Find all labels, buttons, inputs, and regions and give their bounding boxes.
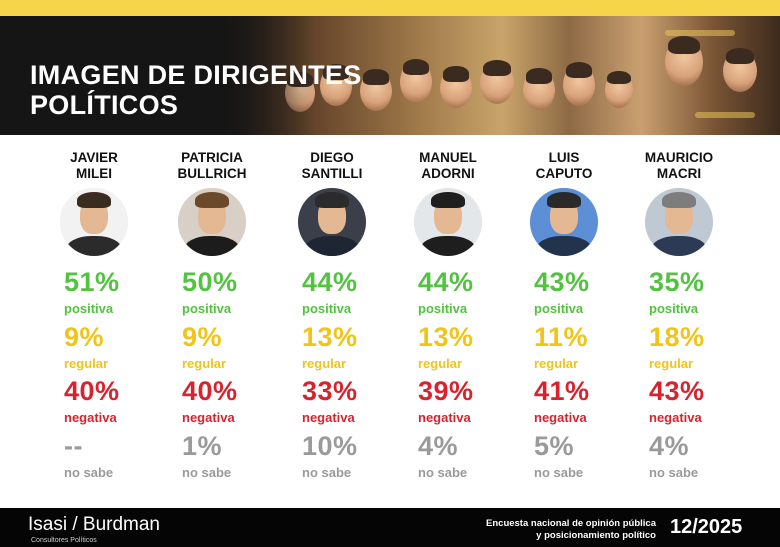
label-positiva: positiva xyxy=(302,301,352,316)
politician-photo xyxy=(645,188,713,256)
politician-name: MAURICIO MACRI xyxy=(644,150,714,181)
politician-photo xyxy=(60,188,128,256)
value-negativa: 40% xyxy=(64,376,120,406)
politician-photo xyxy=(530,188,598,256)
title-line-1: IMAGEN DE DIRIGENTES xyxy=(30,60,362,90)
value-negativa: 41% xyxy=(534,376,590,406)
label-negativa: negativa xyxy=(64,410,117,425)
value-positiva: 35% xyxy=(649,267,705,297)
brand-subtitle: Consultores Políticos xyxy=(31,537,97,544)
footer-bar: Isasi / Burdman Consultores Políticos En… xyxy=(0,508,780,547)
label-negativa: negativa xyxy=(182,410,235,425)
value-no-sabe: 4% xyxy=(649,431,690,461)
value-regular: 9% xyxy=(64,322,105,352)
value-no-sabe: 1% xyxy=(182,431,223,461)
politicians-collage-image xyxy=(225,16,780,135)
survey-description: Encuesta nacional de opinión pública y p… xyxy=(420,518,656,542)
survey-line-1: Encuesta nacional de opinión pública xyxy=(486,518,656,529)
politician-name: MANUEL ADORNI xyxy=(419,150,477,181)
header-banner: IMAGEN DE DIRIGENTES POLÍTICOS xyxy=(0,16,780,135)
value-positiva: 51% xyxy=(64,267,120,297)
value-no-sabe: 5% xyxy=(534,431,575,461)
top-accent-bar xyxy=(0,0,780,16)
politician-column: MAURICIO MACRI 35% positiva 18% regular 43% ne… xyxy=(629,150,729,480)
label-no-sabe: no sabe xyxy=(534,465,584,480)
label-positiva: positiva xyxy=(534,301,584,316)
label-positiva: positiva xyxy=(649,301,699,316)
politician-column: LUIS CAPUTO 43% positiva 11% regular 41% negat… xyxy=(514,150,614,480)
politician-column: DIEGO SANTILLI 44% positiva 13% regular 33% ne… xyxy=(282,150,382,480)
value-negativa: 40% xyxy=(182,376,238,406)
politician-name: LUIS CAPUTO xyxy=(535,150,593,181)
politician-photo xyxy=(298,188,366,256)
value-negativa: 43% xyxy=(649,376,705,406)
value-positiva: 44% xyxy=(418,267,474,297)
politician-name: PATRICIA BULLRICH xyxy=(177,150,247,181)
label-regular: regular xyxy=(64,356,109,371)
brand-logo-text: Isasi / Burdman xyxy=(28,514,160,535)
value-no-sabe: 4% xyxy=(418,431,459,461)
label-regular: regular xyxy=(418,356,463,371)
politician-photo xyxy=(414,188,482,256)
value-regular: 11% xyxy=(534,322,589,352)
politician-name: JAVIER MILEI xyxy=(70,150,118,181)
survey-line-2: y posicionamiento político xyxy=(536,530,656,541)
value-no-sabe: -- xyxy=(64,431,83,461)
label-no-sabe: no sabe xyxy=(182,465,232,480)
value-positiva: 43% xyxy=(534,267,590,297)
value-no-sabe: 10% xyxy=(302,431,358,461)
value-negativa: 39% xyxy=(418,376,474,406)
politician-column: MANUEL ADORNI 44% positiva 13% regular 39% neg… xyxy=(398,150,498,480)
value-positiva: 44% xyxy=(302,267,358,297)
politician-column: JAVIER MILEI 51% positiva 9% regular 40% negat… xyxy=(44,150,144,480)
label-positiva: positiva xyxy=(418,301,468,316)
value-regular: 18% xyxy=(649,322,705,352)
politician-photo xyxy=(178,188,246,256)
label-negativa: negativa xyxy=(418,410,471,425)
label-negativa: negativa xyxy=(302,410,355,425)
label-no-sabe: no sabe xyxy=(302,465,352,480)
label-negativa: negativa xyxy=(649,410,702,425)
label-no-sabe: no sabe xyxy=(649,465,699,480)
value-regular: 9% xyxy=(182,322,223,352)
title-line-2: POLÍTICOS xyxy=(30,90,179,120)
label-positiva: positiva xyxy=(182,301,232,316)
label-regular: regular xyxy=(534,356,579,371)
label-regular: regular xyxy=(649,356,694,371)
chart-title: IMAGEN DE DIRIGENTES POLÍTICOS xyxy=(30,60,450,120)
label-regular: regular xyxy=(182,356,227,371)
value-negativa: 33% xyxy=(302,376,358,406)
label-no-sabe: no sabe xyxy=(64,465,114,480)
value-regular: 13% xyxy=(302,322,358,352)
label-positiva: positiva xyxy=(64,301,114,316)
politician-name: DIEGO SANTILLI xyxy=(301,150,363,181)
label-regular: regular xyxy=(302,356,347,371)
survey-date: 12/2025 xyxy=(670,516,743,538)
label-negativa: negativa xyxy=(534,410,587,425)
label-no-sabe: no sabe xyxy=(418,465,468,480)
politician-column: PATRICIA BULLRICH 50% positiva 9% regular 40%… xyxy=(162,150,262,480)
value-regular: 13% xyxy=(418,322,474,352)
value-positiva: 50% xyxy=(182,267,238,297)
